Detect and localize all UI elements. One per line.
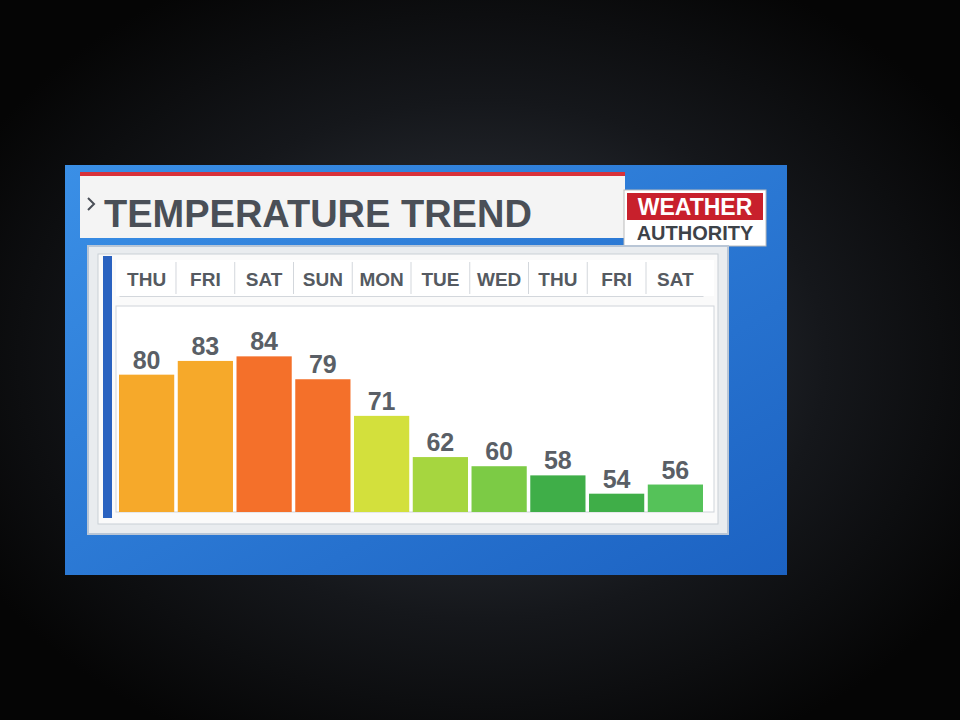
background bbox=[0, 0, 960, 720]
header-separator bbox=[528, 262, 529, 294]
data-label: 58 bbox=[544, 446, 572, 474]
logo-box bbox=[624, 190, 766, 246]
header-row bbox=[116, 260, 714, 296]
bar bbox=[119, 375, 174, 512]
bar bbox=[589, 494, 644, 512]
x-tick: FRI bbox=[601, 269, 632, 296]
data-label: 83 bbox=[191, 332, 219, 360]
chart-container: TEMPERATURE TREND WEATHERAUTHORITY THU FRI S… bbox=[0, 0, 960, 720]
x-tick: THU bbox=[127, 269, 166, 296]
plot-frame bbox=[116, 306, 714, 512]
title-bar bbox=[80, 172, 625, 238]
bar bbox=[237, 356, 292, 512]
data-label: 71 bbox=[368, 387, 396, 415]
bar bbox=[354, 416, 409, 512]
x-tick-label: SAT bbox=[657, 269, 694, 290]
bar bbox=[472, 466, 527, 512]
x-tick: WED bbox=[477, 269, 521, 296]
header-separator bbox=[175, 262, 176, 294]
x-tick: TUE bbox=[421, 269, 459, 296]
x-axis: THU FRI SAT SUN MON TUE WED THU FRI SAT bbox=[120, 269, 704, 297]
chart-svg: TEMPERATURE TREND WEATHERAUTHORITY THU FRI S… bbox=[0, 0, 960, 720]
x-tick: SAT bbox=[246, 269, 283, 296]
logo-red bbox=[627, 193, 763, 220]
data-label: 79 bbox=[309, 350, 337, 378]
screen-panel bbox=[65, 165, 787, 575]
x-tick: THU bbox=[538, 269, 577, 296]
x-tick-label: SAT bbox=[246, 269, 283, 290]
chart-inner bbox=[98, 254, 718, 524]
x-tick: SUN bbox=[303, 269, 343, 296]
x-tick-label: WED bbox=[477, 269, 521, 290]
data-labels: 80 83 84 79 71 62 60 58 54 56 bbox=[133, 327, 690, 492]
x-tick-label: MON bbox=[359, 269, 403, 290]
bar bbox=[413, 457, 468, 512]
data-label: 54 bbox=[603, 465, 631, 493]
title-accent bbox=[80, 172, 625, 176]
bar bbox=[295, 379, 350, 512]
logo-text: AUTHORITY bbox=[637, 222, 754, 244]
left-accent bbox=[103, 256, 112, 518]
data-label: 62 bbox=[426, 428, 454, 456]
bar bbox=[648, 485, 703, 512]
bar bbox=[178, 361, 233, 512]
header-separator bbox=[646, 262, 647, 294]
x-tick: FRI bbox=[190, 269, 221, 296]
header-separator bbox=[587, 262, 588, 294]
logo-text: WEATHER bbox=[638, 194, 753, 220]
x-tick: MON bbox=[359, 269, 403, 296]
title: TEMPERATURE TREND bbox=[104, 193, 532, 235]
x-axis-line bbox=[120, 296, 704, 297]
x-tick-label: FRI bbox=[601, 269, 632, 290]
x-tick-label: SUN bbox=[303, 269, 343, 290]
header-separator bbox=[234, 262, 235, 294]
data-label: 80 bbox=[133, 346, 161, 374]
page: {"chart_data": {"type": "bar", "title": … bbox=[0, 0, 960, 720]
x-tick: SAT bbox=[657, 269, 694, 296]
chart-box bbox=[88, 246, 728, 534]
header-separator bbox=[352, 262, 353, 294]
x-tick-label: THU bbox=[538, 269, 577, 290]
title-chevron bbox=[88, 198, 94, 210]
header-separator bbox=[411, 262, 412, 294]
x-tick-label: FRI bbox=[190, 269, 221, 290]
data-label: 56 bbox=[661, 456, 689, 484]
x-tick-label: TUE bbox=[421, 269, 459, 290]
bars bbox=[119, 356, 703, 512]
header-separator bbox=[469, 262, 470, 294]
header-separator bbox=[293, 262, 294, 294]
bar bbox=[530, 475, 585, 512]
data-label: 84 bbox=[250, 327, 278, 355]
data-label: 60 bbox=[485, 437, 513, 465]
x-tick-label: THU bbox=[127, 269, 166, 290]
